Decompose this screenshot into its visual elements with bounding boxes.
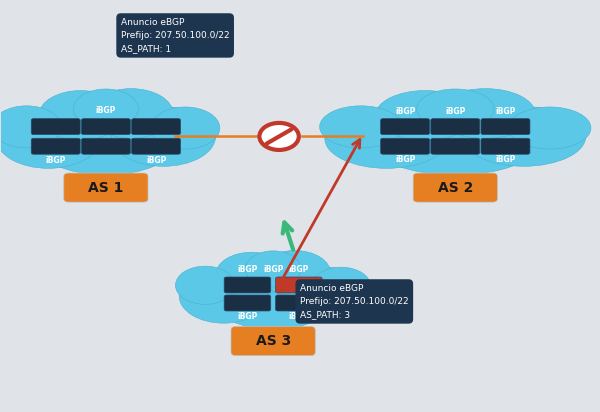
Text: iBGP: iBGP	[495, 155, 515, 164]
Text: AS 1: AS 1	[88, 180, 124, 194]
Text: Anuncio eBGP
Prefijo: 207.50.100.0/22
AS_PATH: 1: Anuncio eBGP Prefijo: 207.50.100.0/22 AS…	[121, 18, 229, 53]
FancyBboxPatch shape	[224, 295, 271, 311]
Ellipse shape	[245, 251, 301, 287]
Text: AS 2: AS 2	[437, 180, 473, 194]
FancyBboxPatch shape	[431, 119, 480, 135]
FancyBboxPatch shape	[31, 138, 80, 154]
FancyBboxPatch shape	[413, 173, 497, 202]
Ellipse shape	[34, 106, 178, 175]
Text: iBGP: iBGP	[146, 156, 166, 165]
FancyBboxPatch shape	[380, 138, 430, 154]
Ellipse shape	[211, 267, 335, 329]
Circle shape	[259, 123, 299, 150]
Ellipse shape	[416, 89, 494, 129]
Ellipse shape	[325, 109, 448, 169]
Ellipse shape	[175, 266, 235, 304]
FancyBboxPatch shape	[275, 277, 322, 293]
Ellipse shape	[39, 91, 122, 140]
Ellipse shape	[376, 91, 475, 140]
Text: Anuncio eBGP
Prefijo: 207.50.100.0/22
AS_PATH: 3: Anuncio eBGP Prefijo: 207.50.100.0/22 AS…	[300, 284, 409, 319]
Ellipse shape	[112, 107, 215, 166]
Ellipse shape	[370, 106, 541, 175]
Ellipse shape	[73, 89, 139, 129]
Ellipse shape	[89, 89, 173, 138]
Text: iBGP: iBGP	[495, 107, 515, 116]
Ellipse shape	[0, 106, 61, 148]
Text: iBGP: iBGP	[445, 107, 466, 116]
Text: iBGP: iBGP	[237, 312, 257, 321]
FancyBboxPatch shape	[481, 138, 530, 154]
Text: iBGP: iBGP	[395, 155, 415, 164]
Ellipse shape	[509, 107, 591, 149]
FancyBboxPatch shape	[82, 119, 130, 135]
Text: iBGP: iBGP	[46, 156, 66, 165]
FancyBboxPatch shape	[275, 295, 322, 311]
Ellipse shape	[151, 107, 220, 149]
Ellipse shape	[215, 252, 287, 297]
Text: iBGP: iBGP	[96, 105, 116, 115]
Text: iBGP: iBGP	[289, 312, 309, 321]
FancyBboxPatch shape	[380, 119, 430, 135]
Ellipse shape	[278, 267, 367, 321]
FancyBboxPatch shape	[64, 173, 148, 202]
FancyBboxPatch shape	[31, 119, 80, 135]
Ellipse shape	[320, 106, 402, 148]
Text: iBGP: iBGP	[237, 265, 257, 274]
Ellipse shape	[179, 269, 268, 323]
FancyBboxPatch shape	[131, 138, 181, 154]
FancyBboxPatch shape	[431, 138, 480, 154]
Ellipse shape	[462, 107, 586, 166]
FancyBboxPatch shape	[231, 327, 315, 356]
Text: iBGP: iBGP	[289, 265, 309, 274]
FancyBboxPatch shape	[481, 119, 530, 135]
Ellipse shape	[259, 250, 331, 296]
Ellipse shape	[0, 109, 100, 169]
FancyBboxPatch shape	[82, 138, 130, 154]
Text: iBGP: iBGP	[395, 107, 415, 116]
Ellipse shape	[311, 267, 371, 305]
FancyBboxPatch shape	[131, 119, 181, 135]
Text: AS 3: AS 3	[256, 334, 291, 348]
Ellipse shape	[436, 89, 535, 138]
Text: iBGP: iBGP	[263, 265, 283, 274]
FancyBboxPatch shape	[224, 277, 271, 293]
